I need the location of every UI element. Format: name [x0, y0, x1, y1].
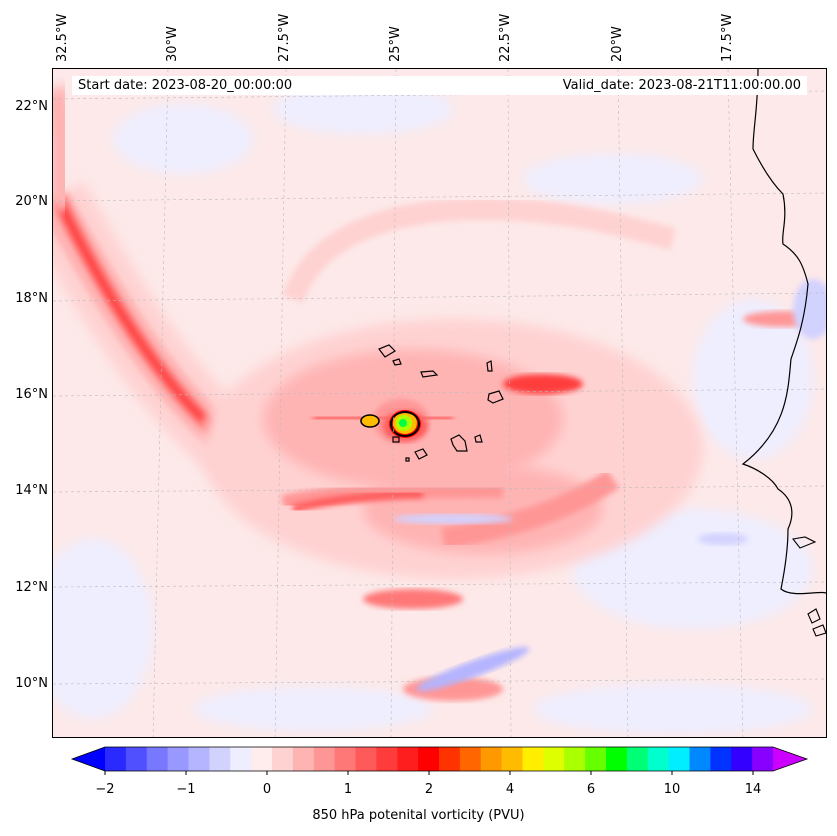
lon-label: 20°W	[610, 26, 625, 62]
colorbar-segment	[606, 747, 628, 771]
colorbar-segment	[564, 747, 586, 771]
colorbar-segment	[480, 747, 503, 771]
africa-coastline-details	[791, 536, 826, 637]
colorbar-title: 850 hPa potenital vorticity (PVU)	[312, 808, 525, 823]
start-date-label: Start date: 2023-08-20_00:00:00	[78, 78, 293, 93]
cape-verde-islands	[378, 344, 504, 462]
colorbar-segment	[167, 747, 189, 771]
date-header: Start date: 2023-08-20_00:00:00 Valid_da…	[72, 76, 807, 95]
colorbar-segment	[355, 747, 377, 771]
colorbar-tick-label: −2	[95, 782, 115, 797]
colorbar-segment	[585, 747, 607, 771]
lon-label: 25°W	[388, 26, 403, 62]
colorbar-tick-label: 10	[663, 782, 681, 797]
lon-label: 27.5°W	[277, 13, 292, 62]
colorbar-segment	[626, 747, 649, 771]
valid-date-label: Valid_date: 2023-08-21T11:00:00.00	[562, 78, 801, 93]
colorbar-tick-label: 1	[343, 782, 353, 797]
lat-label: 20°N	[15, 194, 48, 209]
blue-streaks	[393, 279, 826, 691]
lon-label: 30°W	[165, 26, 180, 62]
lat-label: 10°N	[15, 676, 48, 691]
graticule	[53, 69, 826, 737]
colorbar-segment	[647, 747, 670, 771]
vortex-core	[360, 399, 429, 443]
colorbar-segment	[501, 747, 523, 771]
colorbar-segment	[752, 747, 774, 771]
colorbar-segment	[230, 747, 252, 771]
colorbar-tick-label: 4	[505, 782, 515, 797]
colorbar-segment	[418, 747, 440, 771]
colorbar-segment	[689, 747, 711, 771]
colorbar-segment	[146, 747, 169, 771]
colorbar-extend-max	[773, 747, 807, 771]
colorbar-segment	[188, 747, 210, 771]
lon-label: 22.5°W	[498, 13, 513, 62]
colorbar-segment	[209, 747, 231, 771]
colorbar-extend-min	[72, 747, 105, 771]
colorbar-segment	[543, 747, 565, 771]
colorbar-segment	[668, 747, 690, 771]
colorbar-segment	[439, 747, 461, 771]
colorbar-segment	[376, 747, 398, 771]
lat-label: 22°N	[15, 99, 48, 114]
colorbar-segment	[334, 747, 356, 771]
lat-label: 18°N	[15, 291, 48, 306]
colorbar-segment	[710, 747, 732, 771]
lat-label: 16°N	[15, 387, 48, 402]
colorbar-tick-label: 2	[424, 782, 434, 797]
colorbar-segment	[292, 747, 315, 771]
colorbar-tick-label: 14	[744, 782, 762, 797]
colorbar-segment	[105, 747, 127, 771]
colorbar-segment	[731, 747, 753, 771]
colorbar-outline	[70, 746, 809, 772]
map-canvas	[53, 69, 826, 737]
colorbar-segment	[272, 747, 294, 771]
colorbar-segment	[397, 747, 419, 771]
map-panel	[52, 68, 827, 738]
colorbar-tick-label: −1	[176, 782, 196, 797]
colorbar-segment	[522, 747, 544, 771]
lat-label: 12°N	[15, 580, 48, 595]
colorbar-segment	[313, 747, 336, 771]
colorbar-segment	[459, 747, 482, 771]
colorbar-segment	[125, 747, 148, 771]
colorbar-segment	[251, 747, 273, 771]
lat-label: 14°N	[15, 483, 48, 498]
africa-coastline	[741, 69, 826, 595]
pv-arc	[282, 197, 676, 303]
colorbar-tick-label: 6	[586, 782, 596, 797]
colorbar-tick-label: 0	[262, 782, 272, 797]
lon-label: 17.5°W	[720, 13, 735, 62]
lon-label: 32.5°W	[55, 13, 70, 62]
